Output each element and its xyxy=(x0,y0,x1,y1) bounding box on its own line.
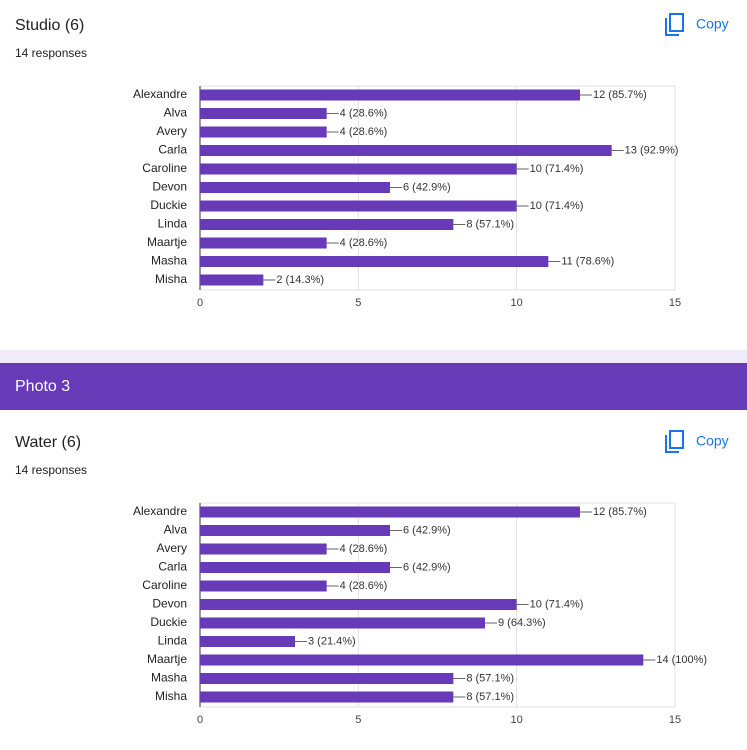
bar xyxy=(200,274,264,286)
bar xyxy=(200,182,390,193)
y-tick-label: Linda xyxy=(158,217,188,231)
value-label: 8 (57.1%) xyxy=(466,672,514,684)
value-label: 4 (28.6%) xyxy=(340,580,388,592)
bar xyxy=(200,506,580,518)
response-count: 14 responses xyxy=(15,463,87,477)
card xyxy=(0,0,747,350)
value-label: 4 (28.6%) xyxy=(340,107,388,119)
bar xyxy=(200,617,485,629)
copy-button[interactable]: Copy xyxy=(665,13,729,36)
bar xyxy=(200,200,517,212)
y-tick-label: Caroline xyxy=(142,578,187,592)
bar xyxy=(200,219,454,230)
value-label: 10 (71.4%) xyxy=(530,200,584,212)
x-tick-label: 0 xyxy=(197,297,203,309)
copy-icon xyxy=(665,18,679,36)
y-tick-label: Caroline xyxy=(142,161,187,175)
copy-button[interactable]: Copy xyxy=(665,430,729,453)
copy-icon xyxy=(665,435,679,453)
response-count: 14 responses xyxy=(15,46,87,60)
y-tick-label: Maartje xyxy=(147,235,187,249)
question-title: Water (6) xyxy=(15,434,81,451)
value-label: 6 (42.9%) xyxy=(403,181,451,193)
bar xyxy=(200,89,580,101)
bar xyxy=(200,543,327,555)
bar xyxy=(200,163,517,175)
y-tick-label: Masha xyxy=(151,254,187,268)
y-tick-label: Duckie xyxy=(150,615,187,629)
value-label: 4 (28.6%) xyxy=(340,126,388,138)
question-title: Studio (6) xyxy=(15,17,84,34)
value-label: 9 (64.3%) xyxy=(498,617,546,629)
y-tick-label: Devon xyxy=(152,180,187,194)
value-label: 13 (92.9%) xyxy=(625,144,679,156)
section-title: Photo 3 xyxy=(15,378,70,395)
value-label: 10 (71.4%) xyxy=(530,598,584,610)
bar xyxy=(200,145,612,156)
x-tick-label: 5 xyxy=(355,714,361,726)
x-tick-label: 10 xyxy=(511,714,523,726)
section-banner xyxy=(0,363,747,410)
value-label: 12 (85.7%) xyxy=(593,506,647,518)
value-label: 14 (100%) xyxy=(656,654,707,666)
bar xyxy=(200,673,454,684)
bar xyxy=(200,599,517,610)
bar xyxy=(200,237,327,249)
bar xyxy=(200,691,454,703)
y-tick-label: Alexandre xyxy=(133,504,187,518)
y-tick-label: Linda xyxy=(158,634,188,648)
bar xyxy=(200,654,644,666)
y-tick-label: Duckie xyxy=(150,198,187,212)
x-tick-label: 15 xyxy=(669,714,681,726)
y-tick-label: Carla xyxy=(158,143,187,157)
y-tick-label: Alexandre xyxy=(133,87,187,101)
y-tick-label: Avery xyxy=(157,541,187,555)
x-tick-label: 5 xyxy=(355,297,361,309)
value-label: 8 (57.1%) xyxy=(466,218,514,230)
copy-icon xyxy=(669,430,684,449)
value-label: 6 (42.9%) xyxy=(403,524,451,536)
bar xyxy=(200,636,295,647)
separator xyxy=(0,350,747,363)
x-tick-label: 0 xyxy=(197,714,203,726)
x-tick-label: 10 xyxy=(511,297,523,309)
value-label: 11 (78.6%) xyxy=(561,255,614,267)
value-label: 8 (57.1%) xyxy=(466,691,514,703)
value-label: 4 (28.6%) xyxy=(340,543,388,555)
copy-label: Copy xyxy=(696,433,729,449)
value-label: 3 (21.4%) xyxy=(308,635,356,647)
y-tick-label: Alva xyxy=(164,523,188,537)
bar xyxy=(200,580,327,592)
y-tick-label: Alva xyxy=(164,106,188,120)
y-tick-label: Misha xyxy=(155,689,187,703)
y-tick-label: Devon xyxy=(152,597,187,611)
bar xyxy=(200,525,390,536)
y-tick-label: Avery xyxy=(157,124,187,138)
value-label: 2 (14.3%) xyxy=(276,274,324,286)
x-tick-label: 15 xyxy=(669,297,681,309)
bar xyxy=(200,108,327,119)
bar xyxy=(200,126,327,138)
bar xyxy=(200,562,390,573)
value-label: 12 (85.7%) xyxy=(593,89,647,101)
y-tick-label: Carla xyxy=(158,560,187,574)
copy-icon xyxy=(669,13,684,32)
y-tick-label: Masha xyxy=(151,671,187,685)
y-tick-label: Maartje xyxy=(147,652,187,666)
value-label: 6 (42.9%) xyxy=(403,561,451,573)
copy-label: Copy xyxy=(696,16,729,32)
bar xyxy=(200,256,549,267)
y-tick-label: Misha xyxy=(155,272,187,286)
value-label: 4 (28.6%) xyxy=(340,237,388,249)
value-label: 10 (71.4%) xyxy=(530,163,584,175)
